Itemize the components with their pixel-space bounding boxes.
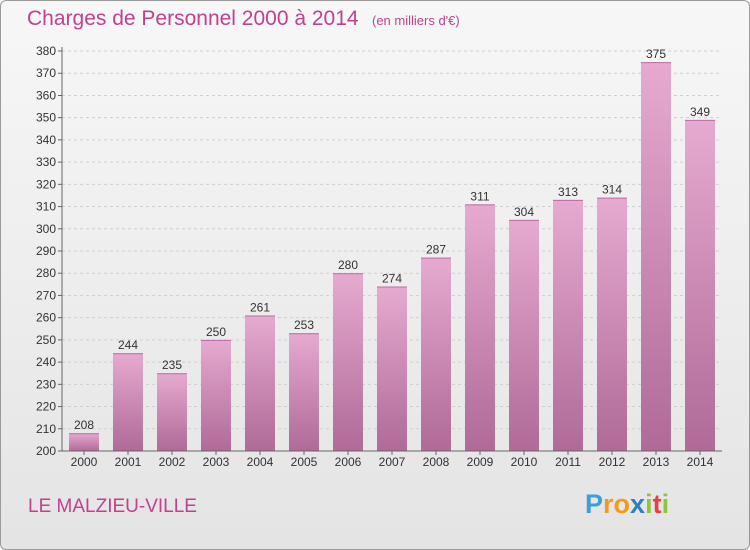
bar (157, 373, 187, 451)
bar (377, 286, 407, 451)
y-tick-label: 370 (36, 66, 56, 80)
y-tick-label: 380 (36, 44, 56, 58)
logo-letter: o (613, 489, 631, 519)
x-tick-label: 2012 (599, 455, 626, 469)
x-tick-label: 2007 (379, 455, 406, 469)
bar (245, 315, 275, 451)
data-label: 349 (690, 105, 710, 119)
bar-series: 208 244 235 250 261 253 280 274 287 311 304 313 314 3… (69, 47, 715, 451)
bar (509, 219, 539, 451)
y-tick-label: 350 (36, 111, 56, 125)
x-tick-label: 2010 (511, 455, 538, 469)
y-tick-label: 340 (36, 133, 56, 147)
y-tick-label: 360 (36, 88, 56, 102)
x-tick-label: 2009 (467, 455, 494, 469)
bar (641, 62, 671, 451)
y-tick-label: 290 (36, 244, 56, 258)
bar (685, 119, 715, 451)
y-tick-label: 200 (36, 444, 56, 458)
data-label: 253 (294, 318, 314, 332)
bar (465, 204, 495, 451)
commune-name: LE MALZIEU-VILLE (28, 496, 197, 517)
bar (289, 333, 319, 451)
y-tick-label: 260 (36, 311, 56, 325)
y-tick-label: 240 (36, 355, 56, 369)
axes: 200 210 220 230 240 250 260 270 280 290 300 310 320 3… (36, 44, 722, 469)
x-tick-label: 2011 (555, 455, 581, 469)
data-label: 304 (514, 205, 534, 219)
data-label: 280 (338, 258, 358, 272)
y-tick-label: 310 (36, 200, 56, 214)
x-tick-label: 2013 (643, 455, 670, 469)
y-tick-label: 270 (36, 288, 56, 302)
y-tick-label: 280 (36, 266, 56, 280)
bar (553, 199, 583, 451)
bar (69, 433, 99, 451)
x-tick-label: 2005 (291, 455, 318, 469)
bar (421, 257, 451, 451)
data-label: 261 (250, 300, 270, 314)
x-tick-label: 2002 (159, 455, 186, 469)
data-label: 375 (646, 47, 666, 61)
y-tick-label: 320 (36, 177, 56, 191)
data-label: 244 (118, 338, 138, 352)
bar (597, 197, 627, 451)
bar (201, 339, 231, 451)
chart-unit: (en milliers d'€) (372, 13, 460, 28)
data-label: 287 (426, 243, 446, 257)
data-label: 208 (74, 418, 94, 432)
data-label: 235 (162, 358, 182, 372)
logo-letter: P (585, 489, 604, 519)
x-tick-label: 2003 (203, 455, 230, 469)
x-tick-label: 2004 (247, 455, 274, 469)
data-label: 274 (382, 272, 402, 286)
chart-title: Charges de Personnel 2000 à 2014 (27, 7, 359, 30)
logo-letter: i (645, 489, 653, 519)
data-label: 314 (602, 183, 622, 197)
proxiti-logo: Proxiti (585, 489, 669, 520)
y-tick-label: 300 (36, 222, 56, 236)
y-tick-label: 230 (36, 377, 56, 391)
data-label: 311 (470, 189, 489, 203)
x-tick-label: 2014 (687, 455, 714, 469)
y-tick-label: 210 (36, 422, 56, 436)
logo-letter: t (652, 489, 662, 519)
data-label: 250 (206, 325, 226, 339)
y-tick-label: 330 (36, 155, 56, 169)
x-tick-label: 2006 (335, 455, 362, 469)
data-label: 313 (558, 185, 578, 199)
bar (113, 353, 143, 451)
logo-letter: i (661, 489, 670, 519)
bar (333, 273, 363, 451)
logo-letter: x (630, 489, 646, 519)
logo-letter: r (603, 489, 614, 519)
y-tick-label: 220 (36, 400, 56, 414)
x-tick-label: 2000 (71, 455, 98, 469)
x-tick-label: 2008 (423, 455, 450, 469)
x-tick-label: 2001 (115, 455, 142, 469)
y-tick-label: 250 (36, 333, 56, 347)
